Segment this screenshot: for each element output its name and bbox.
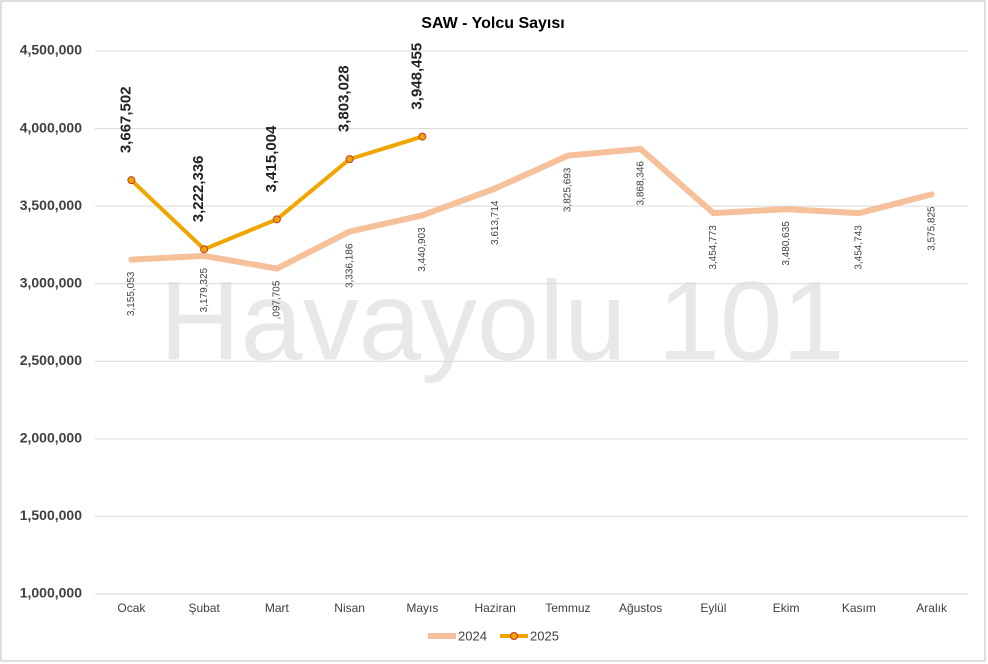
data-label: 3,667,502 — [117, 86, 134, 153]
data-label: 3,825,693 — [563, 167, 574, 212]
x-tick-label: Ekim — [773, 601, 800, 615]
y-tick-label: 1,000,000 — [20, 585, 82, 601]
data-label: 3,948,455 — [408, 43, 425, 110]
y-tick-label: 2,000,000 — [20, 430, 82, 446]
data-label: 3,336,186 — [344, 243, 355, 288]
data-label: 3,868,346 — [635, 161, 646, 206]
x-tick-label: Mart — [265, 601, 290, 615]
point-marker — [418, 132, 427, 141]
chart-title: SAW - Yolcu Sayısı — [421, 15, 564, 32]
x-tick-label: Ocak — [117, 601, 146, 615]
legend-label: 2025 — [530, 628, 559, 643]
data-label: 3,155,053 — [126, 271, 137, 316]
x-tick-label: Mayıs — [406, 601, 438, 615]
data-label: 3,415,004 — [263, 125, 280, 192]
x-tick-label: Haziran — [474, 601, 515, 615]
data-label: 3,803,028 — [336, 65, 353, 132]
y-tick-label: 4,000,000 — [20, 119, 82, 135]
legend-marker — [510, 632, 518, 640]
data-label: 3,480,635 — [781, 221, 792, 266]
y-tick-label: 2,500,000 — [20, 352, 82, 368]
y-tick-label: 4,500,000 — [20, 42, 82, 58]
watermark: Havayolu 101 — [160, 259, 845, 384]
x-tick-label: Nisan — [334, 601, 365, 615]
x-tick-label: Ağustos — [619, 601, 662, 615]
legend-label: 2024 — [458, 628, 487, 643]
data-label: 3,179,325 — [199, 267, 210, 312]
data-label: ,097,705 — [272, 280, 283, 319]
point-marker — [272, 215, 281, 224]
data-label: 3,454,743 — [854, 225, 865, 270]
x-tick-label: Temmuz — [545, 601, 590, 615]
data-label: 3,454,773 — [708, 225, 719, 270]
x-tick-label: Eylül — [700, 601, 726, 615]
data-label: 3,440,903 — [417, 227, 428, 272]
data-label: 3,222,336 — [190, 155, 207, 222]
y-tick-label: 1,500,000 — [20, 507, 82, 523]
x-tick-label: Kasım — [842, 601, 876, 615]
y-tick-label: 3,000,000 — [20, 274, 82, 290]
x-tick-label: Aralık — [916, 601, 948, 615]
point-marker — [127, 176, 136, 185]
data-label: 3,575,825 — [926, 206, 937, 251]
y-tick-label: 3,500,000 — [20, 197, 82, 213]
data-label: 3,613,714 — [490, 200, 501, 245]
series-line — [128, 145, 935, 272]
x-tick-label: Şubat — [188, 601, 220, 615]
point-marker — [200, 245, 209, 254]
point-marker — [345, 155, 354, 164]
